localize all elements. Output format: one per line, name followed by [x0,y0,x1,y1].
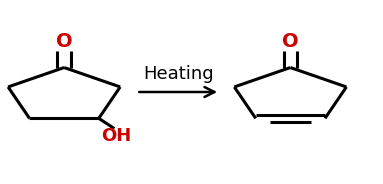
Text: OH: OH [101,127,131,145]
Text: Heating: Heating [143,65,213,83]
Text: O: O [56,32,72,51]
Text: O: O [282,32,299,51]
